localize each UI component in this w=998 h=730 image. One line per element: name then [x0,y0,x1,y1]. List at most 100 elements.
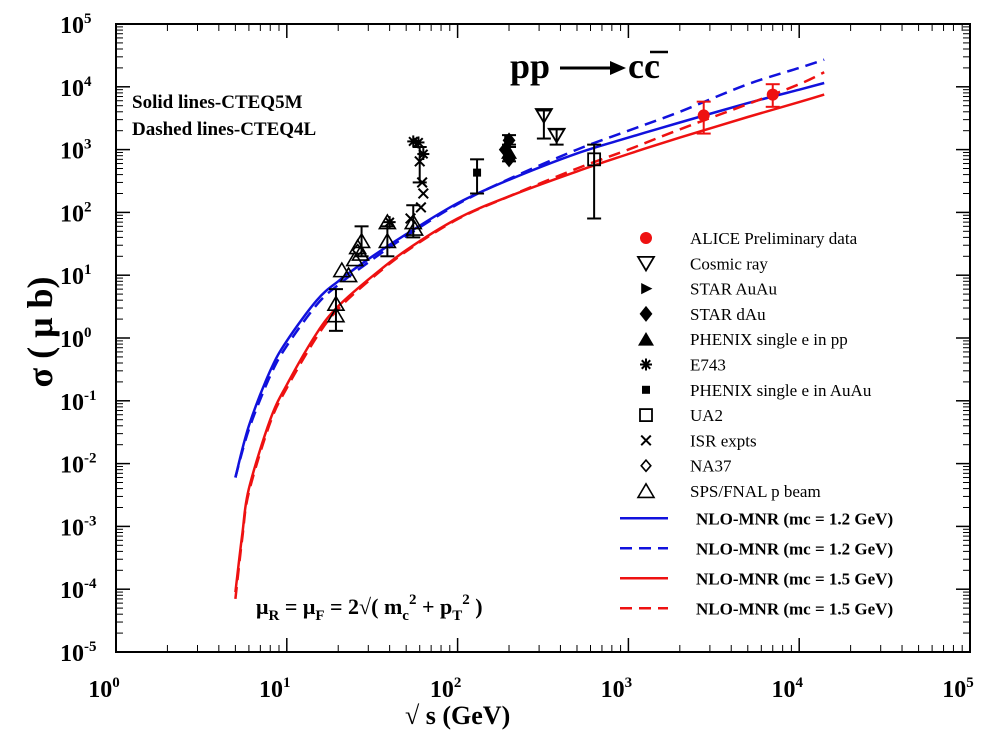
legend-label: E743 [690,356,726,375]
legend-label: NA37 [690,457,732,476]
marker-shape [636,482,656,499]
curve-2 [234,58,825,478]
marker-shape [640,232,652,244]
marker-shape [415,201,427,213]
y-tick-label: 103 [60,137,92,165]
marker-shape [413,137,424,148]
marker-square-filled [642,385,650,394]
scale-formula: μR = μF = 2√( mc2 + pT2 ) [256,592,483,624]
marker-triangle-up-open [326,306,346,323]
marker-shape [417,187,429,200]
title-pp: pp [510,46,550,86]
legend-line-label: NLO-MNR (mc = 1.2 GeV) [696,509,893,528]
legend: ALICE Preliminary data Cosmic ray STAR AuA… [620,229,893,618]
x-axis-label: √ s (GeV) [405,701,510,730]
marker-shape [534,108,554,125]
marker-diamond-open [640,458,652,473]
y-tick-label: 10-2 [60,451,97,479]
marker-shape [345,250,365,267]
marker-shape [339,266,358,283]
marker-square-open [587,152,602,167]
marker-shape [498,141,512,158]
marker-shape [640,458,652,473]
marker-shape [639,408,653,423]
axis-ticks: 100 101 102 103 104 105 10-5 10-4 10-3 10-2 10-1 10… [60,11,974,703]
y-tick-label: 101 [60,262,92,290]
marker-diamond [639,305,653,322]
marker-shape [384,217,395,228]
marker-shape [351,244,370,261]
y-tick-label: 105 [60,11,92,39]
marker-shape [641,283,653,295]
marker-shape [766,88,779,101]
marker-cross [415,201,427,213]
marker-circle [766,88,779,101]
marker-shape [332,261,352,278]
marker-shape [501,145,518,159]
marker-cross [640,434,652,446]
marker-diamond [498,141,512,158]
legend-label: Cosmic ray [690,254,768,273]
marker-shape [640,434,652,446]
y-tick-label: 104 [60,74,92,102]
legend-line-label: NLO-MNR (mc = 1.5 GeV) [696,569,893,588]
marker-triangle-up-open [351,244,370,261]
marker-square-filled [473,168,482,177]
marker-shape [405,219,424,236]
chart-title: pp cc [510,46,668,86]
marker-triangle-up-open [403,213,423,230]
marker-triangle-down [547,127,567,145]
x-tick-label: 104 [771,675,803,703]
marker-triangle-up [501,145,518,159]
marker-shape [641,359,651,370]
x-tick-label: 100 [88,675,120,703]
marker-shape [547,127,567,145]
marker-square-open [639,408,653,423]
marker-shape [473,168,482,177]
y-tick-label: 10-1 [60,388,97,416]
marker-triangle-up-open [332,261,352,278]
legend-line-label: NLO-MNR (mc = 1.5 GeV) [696,599,893,618]
marker-cross [417,187,429,200]
marker-shape [587,152,602,167]
legend-label: SPS/FNAL p beam [690,482,821,501]
marker-shape [403,213,423,230]
marker-shape [408,136,419,147]
marker-shape [326,295,346,312]
marker-shape [642,385,650,394]
legend-label: PHENIX single e in pp [690,330,848,349]
marker-shape [638,332,654,346]
marker-circle [640,232,652,244]
x-tick-label: 105 [942,675,974,703]
marker-triangle-down [636,255,656,273]
marker-shape [326,306,346,323]
marker-triangle-up-open [377,213,397,230]
legend-label: UA2 [690,406,723,425]
marker-circle [697,109,710,122]
marker-triangle-up-open [345,250,365,267]
x-tick-label: 103 [601,675,633,703]
legend-label: STAR AuAu [690,280,777,299]
marker-shape [377,232,397,249]
marker-triangle-up-open [377,232,397,249]
legend-label: ALICE Preliminary data [690,229,858,248]
marker-shape [697,109,710,122]
y-axis-label: σ ( μ b) [20,277,60,388]
legend-label: STAR dAu [690,305,766,324]
y-tick-label: 102 [60,199,92,227]
marker-shape [636,255,656,273]
x-tick-label: 102 [430,675,462,703]
marker-triangle-up-open [339,266,358,283]
theory-curves [234,58,825,600]
solid-lines-note: Solid lines-CTEQ5M [132,92,303,113]
y-tick-label: 10-3 [60,513,97,541]
curve-4 [234,71,825,600]
title-arrow-head [610,61,626,75]
marker-shape [377,213,397,230]
legend-label: ISR expts [690,431,757,450]
marker-triangle-up [638,332,654,346]
data-points [326,83,780,332]
marker-triangle-up-open [636,482,656,499]
marker-shape [352,232,371,249]
